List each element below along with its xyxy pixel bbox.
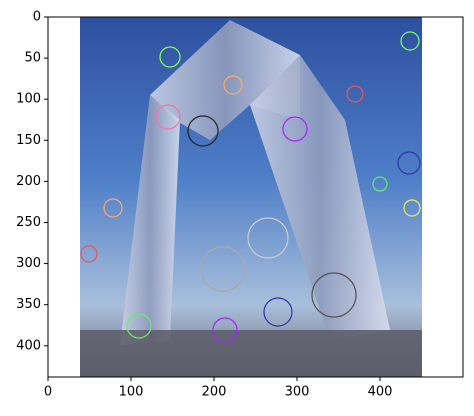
keypoint — [400, 31, 420, 51]
photo-ground — [80, 330, 422, 377]
keypoint — [212, 317, 238, 343]
x-tick-label: 200 — [202, 385, 227, 400]
plot-frame — [47, 16, 464, 378]
keypoint — [282, 116, 308, 142]
keypoint — [346, 85, 364, 103]
y-tick-label: 100 — [16, 92, 41, 107]
keypoint — [187, 115, 219, 147]
keypoint — [159, 46, 181, 68]
x-tick-label: 400 — [368, 385, 393, 400]
y-tick-label: 300 — [16, 256, 41, 271]
keypoint — [103, 198, 123, 218]
keypoint — [397, 151, 421, 175]
keypoint — [80, 245, 98, 263]
x-tick-label: 300 — [285, 385, 310, 400]
photo-building-leg — [120, 95, 180, 345]
y-tick-label: 0 — [33, 10, 41, 25]
y-tick-label: 200 — [16, 174, 41, 189]
keypoint — [247, 217, 289, 259]
keypoints — [80, 31, 421, 343]
keypoint — [311, 272, 357, 318]
keypoint — [223, 75, 243, 95]
y-tick-label: 350 — [16, 297, 41, 312]
x-tick-label: 0 — [44, 385, 52, 400]
y-tick-label: 150 — [16, 133, 41, 148]
image — [48, 17, 463, 377]
keypoint — [372, 176, 388, 192]
keypoint — [263, 297, 293, 327]
keypoint — [200, 246, 246, 292]
photo-building-leg — [250, 55, 390, 340]
keypoint — [155, 104, 181, 130]
y-tick-label: 250 — [16, 215, 41, 230]
y-tick-label: 400 — [16, 338, 41, 353]
keypoint — [126, 313, 152, 339]
x-tick-label: 100 — [119, 385, 144, 400]
y-tick-label: 50 — [24, 51, 41, 66]
keypoint — [403, 199, 421, 217]
